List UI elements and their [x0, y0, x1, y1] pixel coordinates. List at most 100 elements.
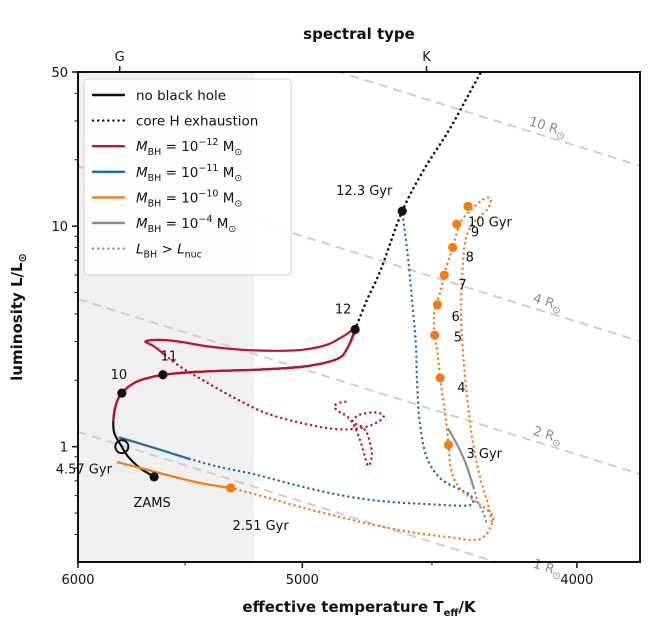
legend-entry-label: LBH > Lnuc — [136, 242, 202, 261]
legend-label-sub: BH — [148, 198, 162, 209]
legend-label-main: M — [136, 165, 148, 181]
radius-label-sym: ⊙ — [551, 437, 562, 450]
series-mbh-1e-12-dotted — [163, 354, 385, 468]
radius-line-1 — [78, 430, 500, 562]
radius-label-2: 2 R⊙ — [530, 424, 564, 450]
legend-label-eq: = 10 — [161, 165, 198, 181]
legend-label-sub: BH — [148, 147, 162, 158]
marker-label: 12.3 Gyr — [336, 184, 393, 199]
legend-entry-label: MBH = 10−11 M⊙ — [136, 163, 242, 184]
legend-label-sym: ⊙ — [234, 147, 242, 158]
x-axis-title: effective temperature Teff/K — [242, 598, 477, 619]
legend-label-sub: BH — [144, 250, 158, 261]
x-axis-title-main: effective temperature T — [242, 598, 444, 616]
marker-point — [463, 201, 473, 211]
series-mbh-1e-11-solid — [118, 436, 191, 460]
top-tick-label: K — [422, 50, 431, 65]
x-tick-label: 6000 — [61, 573, 94, 588]
legend-label-exp: −12 — [198, 137, 218, 148]
legend-label-unit: M — [212, 216, 228, 232]
marker-label: 4 — [457, 381, 465, 396]
series-mbh-1e-4-solid — [447, 428, 475, 489]
legend-label-eq: = 10 — [161, 139, 198, 155]
marker-point — [435, 373, 445, 383]
marker-point — [448, 242, 458, 253]
marker-point — [439, 270, 449, 280]
y-axis-title-main: luminosity L/L — [8, 262, 26, 381]
legend-label-unit: M — [218, 165, 234, 181]
marker-point — [158, 370, 168, 380]
series-mbh-1e-4-dotted — [472, 486, 488, 525]
x-tick-label: 4000 — [560, 573, 593, 588]
y-tick-label: 50 — [51, 66, 68, 81]
marker-label: 10 Gyr — [468, 215, 512, 230]
legend-label-main: L — [136, 242, 144, 258]
marker-label: 4.57 Gyr — [56, 463, 113, 478]
legend-label-main: M — [136, 216, 148, 232]
legend-label-eq: = 10 — [161, 190, 198, 206]
radius-label-sym: ⊙ — [551, 304, 562, 317]
radius-label-4: 4 R⊙ — [530, 291, 564, 317]
legend-label-eq: > — [157, 242, 177, 258]
radius-label-text: 4 R — [531, 291, 556, 312]
marker-label: 6 — [451, 310, 459, 325]
series-mbh-1e-10-solid — [116, 461, 232, 489]
series-mbh-1e-12-solid — [112, 327, 357, 422]
marker-point — [432, 300, 443, 310]
legend-label-exp: −4 — [198, 214, 212, 225]
marker-point — [397, 206, 407, 216]
top-axis-title: spectral type — [303, 25, 415, 43]
radius-label-sym: ⊙ — [555, 130, 566, 143]
marker-point — [443, 440, 454, 450]
marker-point — [430, 330, 440, 340]
legend-label-text: core H exhaustion — [136, 114, 258, 130]
marker-label: 9 — [471, 225, 479, 240]
marker-point — [117, 388, 127, 398]
y-tick-label: 1 — [60, 441, 68, 456]
radius-label-sym: ⊙ — [551, 570, 562, 583]
series-mbh-1e-11-dotted — [188, 211, 475, 507]
legend-label-exp: −11 — [198, 163, 218, 174]
legend-label-sub2: nuc — [185, 250, 202, 261]
marker-point — [226, 483, 236, 493]
marker-hollow — [114, 439, 130, 455]
legend-label-main2: L — [177, 242, 185, 258]
marker-label: 8 — [466, 251, 474, 266]
legend-label-main: M — [136, 190, 148, 206]
legend-label-sub: BH — [148, 173, 162, 184]
radius-label-text: 2 R — [531, 424, 556, 445]
marker-label: 5 — [454, 330, 462, 345]
x-axis-title-sub: eff — [444, 608, 460, 619]
marker-label: 2.51 Gyr — [233, 519, 290, 534]
marker-label: 11 — [161, 350, 178, 365]
top-tick-label: G — [115, 50, 125, 65]
marker-point — [350, 324, 360, 335]
legend-label-eq: = 10 — [161, 216, 198, 232]
legend-box — [83, 78, 292, 276]
legend-label-sym: ⊙ — [234, 173, 242, 184]
plot-frame — [77, 71, 641, 563]
marker-label: 10 — [111, 368, 128, 383]
legend-label-sym: ⊙ — [228, 224, 236, 235]
legend-label-unit: M — [218, 190, 234, 206]
legend-entry-label: MBH = 10−4 M⊙ — [136, 214, 236, 235]
legend-label-unit: M — [218, 139, 234, 155]
radius-line-2 — [78, 298, 640, 476]
marker-point — [452, 219, 462, 229]
legend-entry-label: no black hole — [136, 88, 226, 104]
marker-label: 7 — [458, 278, 466, 293]
legend-label-exp: −10 — [198, 188, 218, 199]
y-axis-title-sym: ⊙ — [16, 253, 29, 262]
marker-label: 12 — [335, 302, 352, 317]
legend-label-sub: BH — [148, 224, 162, 235]
y-axis-title: luminosity L/L⊙ — [8, 253, 29, 381]
legend-label-text: no black hole — [136, 88, 226, 104]
legend-entry-label: MBH = 10−10 M⊙ — [136, 188, 242, 209]
legend-entry-label: core H exhaustion — [136, 114, 258, 130]
marker-point — [149, 472, 159, 482]
series-core-h-exhaustion — [353, 72, 483, 331]
x-axis-title-unit: /K — [458, 598, 476, 616]
legend-entry-label: MBH = 10−12 M⊙ — [136, 137, 242, 158]
legend-label-sym: ⊙ — [234, 198, 242, 209]
